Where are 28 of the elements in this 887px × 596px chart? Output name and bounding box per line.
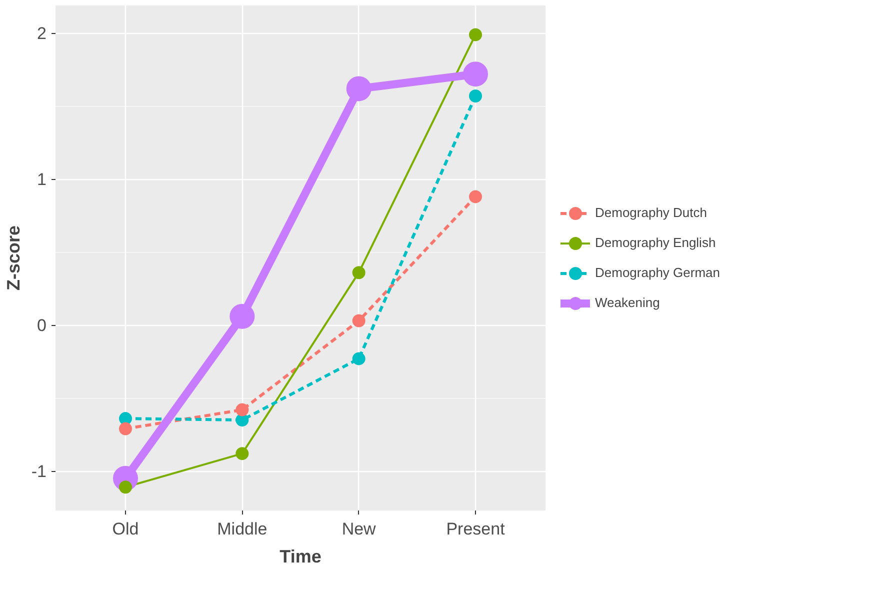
point [230, 304, 255, 329]
y-tick-label: 2 [37, 24, 47, 44]
point [119, 422, 132, 436]
legend-label: Demography English [595, 235, 716, 250]
point [469, 28, 482, 42]
y-tick-label: 1 [37, 170, 47, 190]
point [236, 403, 249, 416]
y-tick-label: -1 [31, 462, 47, 482]
point [119, 412, 132, 426]
x-tick-label: Middle [217, 520, 268, 538]
legend-label: Demography German [595, 265, 720, 280]
x-tick-label: Old [112, 520, 139, 538]
point [463, 62, 488, 87]
x-tick-label: New [342, 520, 377, 538]
point [352, 266, 366, 280]
legend-label: Demography Dutch [595, 205, 707, 220]
y-tick-label: 0 [37, 316, 47, 336]
y-axis-title: Z-score [3, 225, 24, 291]
point [236, 447, 249, 460]
point [346, 76, 372, 102]
legend-label: Weakening [595, 295, 660, 310]
x-axis-title: Time [280, 546, 322, 566]
point [119, 480, 132, 494]
point [469, 190, 482, 204]
point [352, 352, 366, 366]
point [352, 314, 366, 328]
point [469, 90, 482, 102]
x-tick-label: Present [446, 520, 506, 538]
